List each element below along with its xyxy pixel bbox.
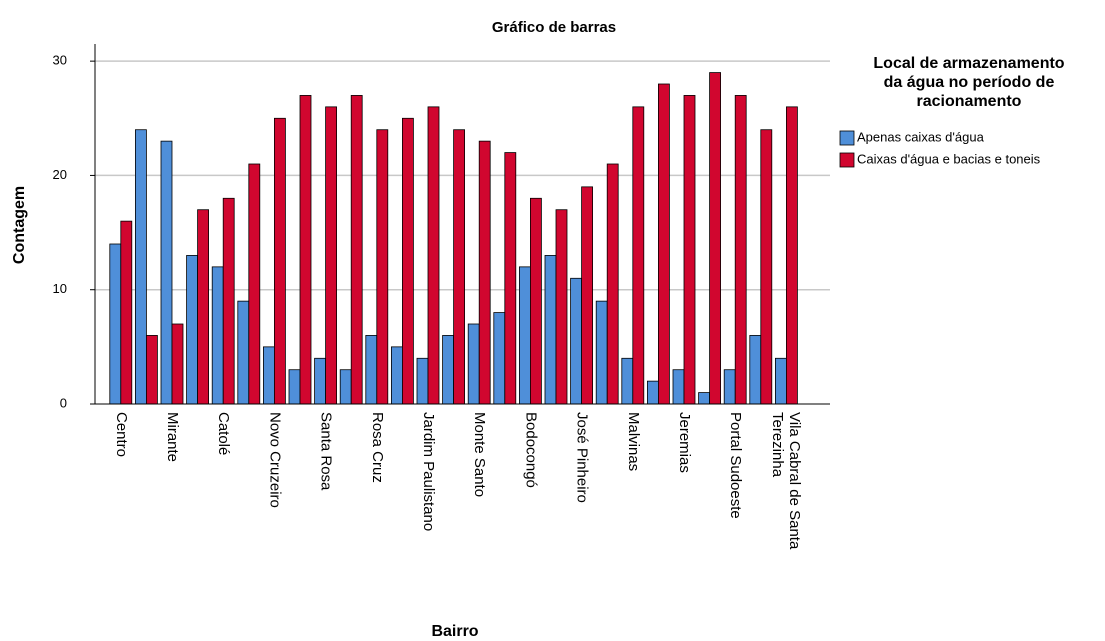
bar: [595, 300, 608, 405]
bar: [222, 197, 235, 405]
bar: [647, 380, 659, 405]
bar: [519, 266, 531, 405]
bar: [544, 255, 557, 405]
bar: [570, 277, 582, 405]
bar: [248, 163, 261, 405]
x-tick-label: Vila Cabral de SantaTerezinha: [769, 412, 803, 550]
bar: [401, 117, 414, 405]
bar: [606, 163, 619, 405]
bar: [134, 129, 147, 405]
bar: [632, 106, 645, 405]
bar: [390, 346, 403, 405]
x-tick-label: Rosa Cruz: [369, 412, 386, 483]
bar: [555, 209, 568, 405]
bar: [749, 335, 762, 405]
x-axis-label: Bairro: [431, 623, 478, 640]
bar: [734, 95, 747, 405]
bar: [314, 357, 327, 405]
bar: [723, 369, 736, 405]
bar: [160, 140, 173, 405]
bar: [325, 106, 338, 405]
bar: [211, 266, 224, 405]
bar: [197, 209, 210, 405]
x-tick-label: Bodocongó: [522, 412, 539, 488]
bar: [376, 129, 389, 405]
legend-label: Caixas d'água e bacias e toneis: [857, 151, 1041, 166]
y-tick-label: 30: [53, 53, 67, 68]
bar: [453, 129, 466, 405]
bar: [416, 357, 429, 405]
y-tick-label: 0: [60, 395, 67, 410]
x-tick-label: Centro: [113, 412, 130, 457]
bar: [581, 186, 593, 405]
x-tick-label: Santa Rosa: [318, 412, 335, 491]
bar: [775, 357, 787, 405]
legend-label: Apenas caixas d'água: [857, 129, 985, 144]
bar: [273, 117, 286, 405]
bar: [365, 335, 378, 405]
bar: [709, 72, 721, 405]
legend-swatch: [839, 130, 855, 146]
x-tick-label: Jardim Paulistano: [420, 412, 437, 531]
y-tick-label: 10: [53, 281, 67, 296]
x-tick-label: José Pinheiro: [574, 412, 591, 503]
chart-title: Gráfico de barras: [492, 19, 616, 36]
y-tick-label: 20: [53, 167, 67, 182]
bar: [145, 335, 158, 405]
x-tick-label: Malvinas: [625, 412, 642, 471]
bar: [786, 106, 798, 405]
bar: [467, 323, 480, 405]
x-tick-label: Portal Sudoeste: [727, 412, 744, 519]
bar: [186, 255, 199, 405]
bar: [683, 95, 696, 405]
bar: [672, 369, 685, 405]
bar: [262, 346, 275, 405]
bar: [698, 392, 710, 405]
bar: [530, 197, 542, 405]
bar: [478, 140, 491, 405]
y-axis-label: Contagem: [11, 186, 28, 264]
x-tick-label: Mirante: [164, 412, 181, 462]
bar: [350, 95, 363, 405]
x-tick-label: Monte Santo: [471, 412, 488, 497]
x-tick-label: Catolé: [215, 412, 232, 455]
bar: [621, 357, 634, 405]
x-tick-label: Novo Cruzeiro: [266, 412, 283, 508]
x-tick-label: Jeremias: [676, 412, 693, 473]
bar: [109, 243, 122, 405]
bar: [504, 152, 517, 405]
bar: [427, 106, 440, 405]
bar: [171, 323, 184, 405]
bar: [442, 335, 455, 405]
bar: [658, 83, 670, 405]
bar: [288, 369, 301, 405]
legend-swatch: [839, 152, 855, 168]
bar: [339, 369, 352, 405]
bar: [299, 95, 312, 405]
bar: [760, 129, 773, 405]
bar: [120, 220, 133, 405]
bar: [237, 300, 250, 405]
bar: [493, 312, 506, 405]
legend-title: Local de armazenamento da água no período…: [873, 55, 1064, 110]
